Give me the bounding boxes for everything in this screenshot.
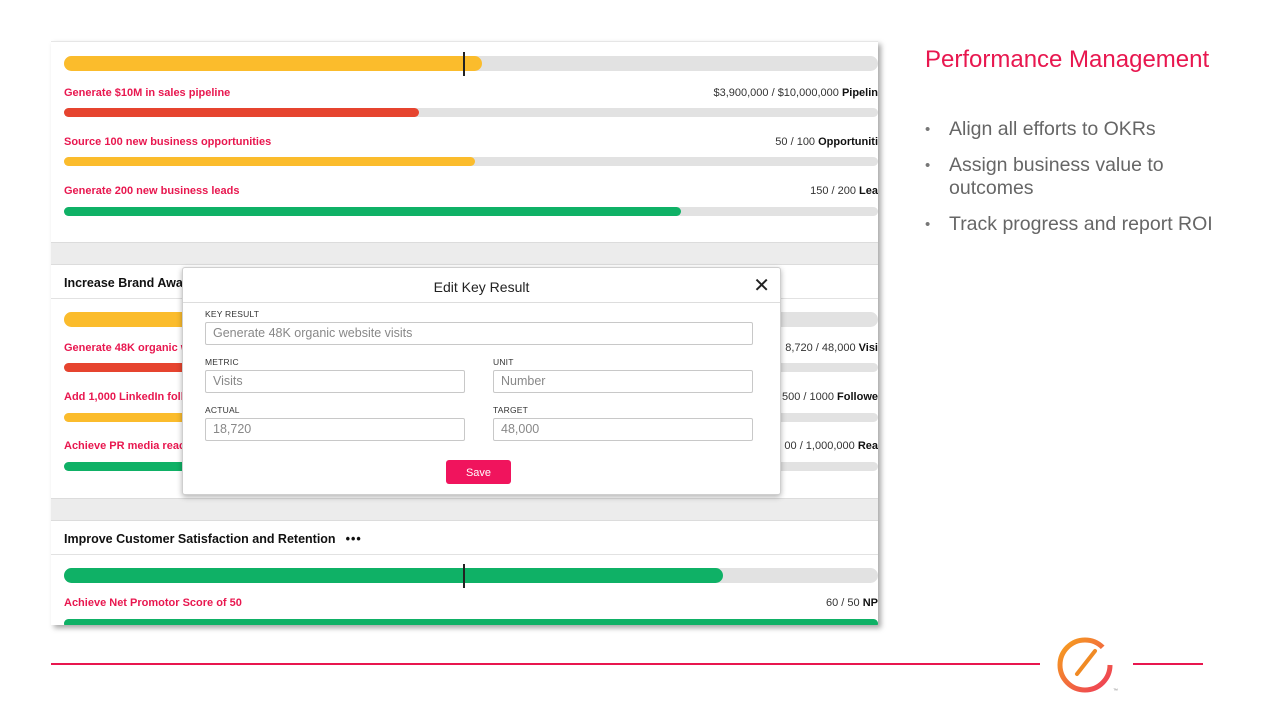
key-result-metric: 150 / 200 Lea	[810, 185, 878, 197]
metric-unit: Lea	[859, 185, 878, 197]
metric-value: 8,720 / 48,000	[785, 342, 856, 354]
trademark-mark: ™	[1113, 688, 1118, 694]
metric-value: 60 / 50	[826, 597, 860, 609]
objective-title-text: Improve Customer Satisfaction and Retent…	[64, 532, 336, 546]
divider	[51, 554, 878, 555]
key-result-label[interactable]: Generate $10M in sales pipeline	[64, 87, 231, 99]
bullet-list: Align all efforts to OKRs Assign busines…	[925, 118, 1215, 249]
save-button[interactable]: Save	[446, 460, 511, 484]
key-result-label[interactable]: Generate 200 new business leads	[64, 185, 240, 197]
key-result-label[interactable]: Add 1,000 LinkedIn foll	[64, 391, 184, 403]
key-result-progress-bar	[64, 619, 878, 625]
key-result-progress-fill	[64, 363, 264, 372]
key-result-progress-fill	[64, 413, 264, 422]
metric-value: 50 / 100	[775, 136, 816, 148]
key-result-metric: $3,900,000 / $10,000,000 Pipelin	[713, 87, 878, 99]
key-result-metric: 50 / 100 Opportuniti	[775, 136, 878, 148]
progress-target-marker	[463, 564, 465, 588]
metric-unit: NP	[862, 597, 878, 609]
objective-title[interactable]: Increase Brand Awar	[64, 276, 188, 290]
target-field-label: TARGET	[493, 405, 529, 415]
key-result-progress-fill	[64, 108, 419, 117]
metric-unit: Visi	[858, 342, 878, 354]
bullet-item: Align all efforts to OKRs	[925, 118, 1215, 141]
metric-value: 00 / 1,000,000	[784, 440, 855, 452]
bullet-item: Track progress and report ROI	[925, 213, 1215, 236]
key-result-progress-bar	[64, 108, 878, 117]
progress-target-marker	[463, 52, 465, 76]
key-result-metric: 00 / 1,000,000 Rea	[784, 440, 878, 452]
key-result-progress-bar	[64, 157, 878, 166]
metric-unit: Rea	[857, 440, 878, 452]
key-result-progress-fill	[64, 619, 878, 625]
metric-input[interactable]: Visits	[205, 370, 465, 393]
objective-title[interactable]: Improve Customer Satisfaction and Retent…	[64, 532, 362, 546]
unit-input[interactable]: Number	[493, 370, 753, 393]
key-result-progress-bar	[64, 207, 878, 216]
footer-line	[1133, 663, 1203, 665]
more-options-icon[interactable]: •••	[345, 532, 362, 546]
key-result-input[interactable]: Generate 48K organic website visits	[205, 322, 753, 345]
key-result-progress-fill	[64, 157, 475, 166]
key-result-progress-fill	[64, 462, 264, 471]
key-result-metric: 8,720 / 48,000 Visi	[785, 342, 878, 354]
unit-field-label: UNIT	[493, 357, 514, 367]
metric-field-label: METRIC	[205, 357, 239, 367]
key-result-label[interactable]: Achieve PR media reac	[64, 440, 186, 452]
dialog-divider	[183, 302, 780, 303]
metric-unit: Followe	[837, 391, 878, 403]
metric-value: $3,900,000 / $10,000,000	[713, 87, 839, 99]
metric-value: 150 / 200	[810, 185, 856, 197]
actual-input[interactable]: 18,720	[205, 418, 465, 441]
objective-progress-bar	[64, 568, 878, 583]
edit-key-result-dialog: Edit Key Result ✕ KEY RESULT Generate 48…	[182, 267, 781, 495]
key-result-metric: 500 / 1000 Followe	[782, 391, 878, 403]
bullet-item: Assign business value to outcomes	[925, 154, 1215, 200]
objective-progress-fill	[64, 568, 723, 583]
key-result-label[interactable]: Generate 48K organic w	[64, 342, 190, 354]
objective-progress-bar	[64, 56, 878, 71]
metric-value: 500 / 1000	[781, 391, 834, 403]
objective-separator	[51, 242, 878, 265]
key-result-metric: 60 / 50 NP	[826, 597, 878, 609]
key-result-label[interactable]: Achieve Net Promotor Score of 50	[64, 597, 242, 609]
metric-unit: Opportuniti	[818, 136, 878, 148]
speedometer-icon	[1056, 634, 1116, 699]
objective-progress-fill	[64, 56, 482, 71]
key-result-field-label: KEY RESULT	[205, 309, 260, 319]
key-result-progress-fill	[64, 207, 681, 216]
close-icon[interactable]: ✕	[753, 275, 770, 297]
metric-unit: Pipelin	[841, 87, 878, 99]
footer-line	[51, 663, 1040, 665]
actual-field-label: ACTUAL	[205, 405, 240, 415]
target-input[interactable]: 48,000	[493, 418, 753, 441]
objective-separator	[51, 498, 878, 521]
key-result-label[interactable]: Source 100 new business opportunities	[64, 136, 272, 148]
dialog-title: Edit Key Result	[433, 279, 530, 295]
slide-heading: Performance Management	[925, 46, 1210, 73]
